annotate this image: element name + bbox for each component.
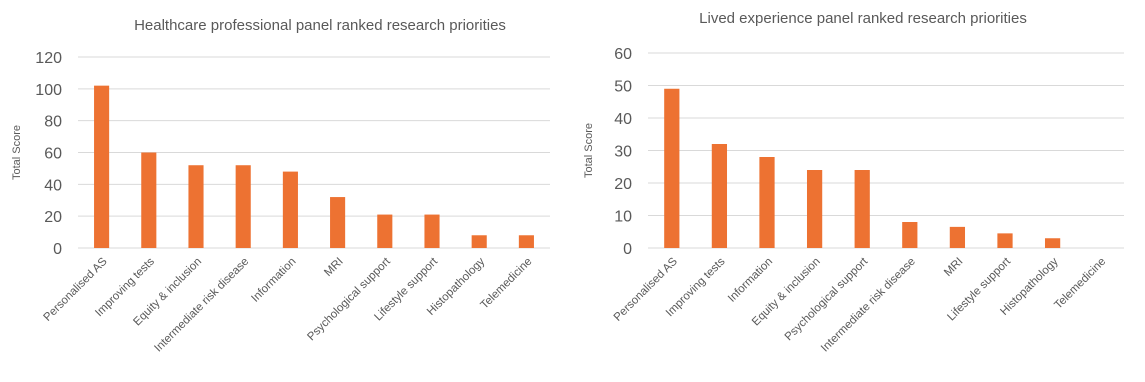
bar <box>759 157 775 248</box>
x-tick-label: MRI <box>942 256 965 279</box>
x-tick-label: MRI <box>322 256 345 279</box>
y-tick-label: 20 <box>44 209 62 226</box>
bar <box>949 226 966 248</box>
y-tick-label: 80 <box>44 114 62 131</box>
x-tick-label: Information <box>249 256 298 305</box>
y-tick-label: 50 <box>614 79 632 96</box>
x-tick-label: Psychological support <box>305 255 393 343</box>
bar <box>282 171 298 248</box>
y-tick-label: 10 <box>614 209 632 226</box>
y-tick-label: 120 <box>35 50 62 67</box>
x-tick-label: Psychological support <box>783 255 871 343</box>
y-tick-label: 30 <box>614 144 632 161</box>
bar <box>518 235 534 248</box>
bar <box>424 214 440 248</box>
x-tick-label: Intermediate risk disease <box>152 256 251 355</box>
bar <box>188 165 204 248</box>
bar <box>711 144 728 248</box>
bar <box>806 170 823 248</box>
lived-experience-panel-chart: Lived experience panel ranked research p… <box>583 10 1124 355</box>
y-tick-label: 0 <box>623 241 632 258</box>
y-tick-label: 60 <box>44 146 62 163</box>
chart-title: Lived experience panel ranked research p… <box>699 10 1027 27</box>
y-tick-label: 100 <box>35 82 62 99</box>
bar <box>141 152 157 248</box>
bar <box>902 222 918 248</box>
y-tick-label: 20 <box>614 176 632 193</box>
y-axis-label: Total Score <box>11 125 23 180</box>
bar <box>854 170 870 248</box>
healthcare-panel-chart: Healthcare professional panel ranked res… <box>11 17 550 355</box>
y-tick-label: 40 <box>44 177 62 194</box>
x-tick-label: Intermediate risk disease <box>819 256 918 355</box>
bar <box>94 85 110 249</box>
y-tick-label: 0 <box>53 241 62 258</box>
y-tick-label: 60 <box>614 46 632 63</box>
bar <box>471 235 487 248</box>
chart-title: Healthcare professional panel ranked res… <box>134 17 506 34</box>
y-tick-label: 40 <box>614 111 632 128</box>
x-tick-label: Telemedicine <box>1052 256 1108 312</box>
bar <box>1044 238 1061 248</box>
bar <box>330 197 346 248</box>
bar <box>997 233 1013 248</box>
bar <box>377 214 393 248</box>
bar <box>235 165 251 248</box>
bar <box>664 88 680 248</box>
x-tick-label: Information <box>726 256 775 305</box>
y-axis-label: Total Score <box>583 123 595 178</box>
